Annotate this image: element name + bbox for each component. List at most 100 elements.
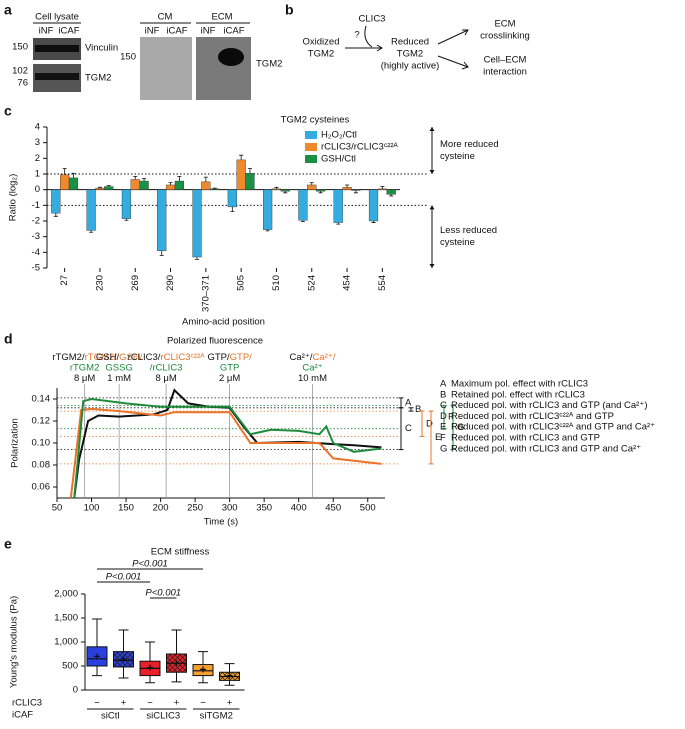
event-label-part: GSSG xyxy=(105,362,132,373)
event-label-part: rTGM2/ xyxy=(52,352,85,363)
y-tick-label: 0.12 xyxy=(32,416,51,427)
node-label: Reduced xyxy=(391,37,429,48)
y-tick-label: -3 xyxy=(32,231,40,242)
panel-label: a xyxy=(4,2,12,18)
lane-label: iCAF xyxy=(166,26,187,37)
x-tick-label: 150 xyxy=(118,503,134,514)
error-bar xyxy=(203,176,208,182)
legend-label: GSH/Ctl xyxy=(321,154,356,165)
condition-sign: − xyxy=(94,698,100,709)
error-bar xyxy=(345,184,350,188)
bar xyxy=(315,189,326,192)
lane-label: iNF xyxy=(145,26,160,37)
error-bar xyxy=(309,182,314,185)
bracket-label: G xyxy=(457,422,464,433)
y-tick-label: 1 xyxy=(35,169,40,180)
marker-label: 150 xyxy=(12,42,28,53)
event-label-part: Ca²⁺ xyxy=(302,362,322,373)
bar xyxy=(210,188,220,190)
error-bar xyxy=(389,194,394,197)
error-bar xyxy=(142,178,147,182)
whisker xyxy=(118,629,129,679)
bar xyxy=(201,181,211,190)
x-tick-label: 100 xyxy=(84,503,100,514)
bar xyxy=(130,179,140,190)
node-label: (highly active) xyxy=(381,61,440,72)
legend-letter: C xyxy=(440,400,447,411)
band xyxy=(218,48,244,66)
event-label: /rCLIC3 xyxy=(150,362,183,373)
marker-label: 150 xyxy=(120,52,136,63)
y-tick-label: 0.10 xyxy=(32,438,51,449)
lane-label: iCAF xyxy=(58,26,79,37)
annotation: cysteine xyxy=(440,237,475,248)
error-bar xyxy=(212,187,217,189)
annotation-arrow-head xyxy=(429,127,435,131)
panel-label: b xyxy=(285,2,294,18)
whisker xyxy=(224,663,235,686)
arrow xyxy=(437,55,469,70)
bar xyxy=(263,189,273,230)
x-tick-label: 290 xyxy=(165,275,176,291)
bracket-label: A xyxy=(405,397,412,408)
annotation-arrow-head xyxy=(429,264,435,268)
bar xyxy=(307,184,317,190)
event-label: 8 μM xyxy=(74,373,95,384)
y-tick-label: 1,000 xyxy=(54,637,78,648)
panel-b: b Oxidized TGM2 CLIC3 ? Reduced TGM2 (hi… xyxy=(285,2,530,78)
y-tick-label: -4 xyxy=(32,247,40,258)
x-tick-label: 505 xyxy=(236,275,247,291)
error-bar xyxy=(53,213,58,217)
panel-label: d xyxy=(4,331,13,347)
event-label-part: GSH/ xyxy=(96,352,120,363)
series-line xyxy=(69,407,382,499)
chart-title: ECM stiffness xyxy=(151,547,210,558)
error-bar xyxy=(124,218,129,221)
bar xyxy=(342,187,352,190)
x-tick-label: 524 xyxy=(306,275,317,291)
error-bar xyxy=(230,206,235,212)
arrow xyxy=(437,29,469,45)
node-label: CLIC3 xyxy=(359,14,386,25)
annotation-arrow-head xyxy=(429,205,435,210)
bar xyxy=(245,173,255,190)
event-label-part: 10 mM xyxy=(298,373,327,384)
bracket-label: E xyxy=(435,432,441,443)
error-bar xyxy=(168,182,173,185)
y-tick-label: -1 xyxy=(32,200,40,211)
event-label: GTP xyxy=(220,362,240,373)
y-tick-label: -5 xyxy=(32,263,40,274)
band-label: TGM2 xyxy=(256,59,282,70)
y-axis-title: Young's modulus (Pa) xyxy=(9,596,20,688)
y-tick-label: 3 xyxy=(35,137,40,148)
event-label-part: rTGM2/ xyxy=(85,352,118,363)
event-label-part: rTGM2 xyxy=(70,362,100,373)
band-label: TGM2 xyxy=(85,73,111,84)
group-label: siTGM2 xyxy=(200,711,233,722)
bracket-label: C xyxy=(405,423,412,434)
error-bar xyxy=(106,185,111,187)
legend-letter: F xyxy=(440,433,446,444)
condition-sign: + xyxy=(227,698,233,709)
bar xyxy=(192,189,202,258)
bar xyxy=(86,189,96,231)
condition-sign: + xyxy=(174,698,180,709)
node-label: ECM xyxy=(494,19,515,30)
blot-title: ECM xyxy=(211,12,232,23)
x-tick-label: 370–371 xyxy=(200,275,211,312)
bar xyxy=(157,189,167,251)
bar xyxy=(386,189,396,195)
bar xyxy=(236,159,246,190)
lane-label: iNF xyxy=(39,26,54,37)
legend-swatch xyxy=(305,155,317,163)
event-label: Ca²⁺ xyxy=(302,362,322,373)
band-label: Vinculin xyxy=(85,43,118,54)
mean-marker xyxy=(94,653,100,660)
legend-label: rCLIC3/rCLIC3ᶜ²²ᴬ xyxy=(321,142,399,153)
bracket-label: F xyxy=(448,412,454,423)
arrow xyxy=(345,44,383,52)
legend-letter: E xyxy=(440,422,446,433)
x-tick-label: 350 xyxy=(256,503,272,514)
x-tick-label: 250 xyxy=(187,503,203,514)
